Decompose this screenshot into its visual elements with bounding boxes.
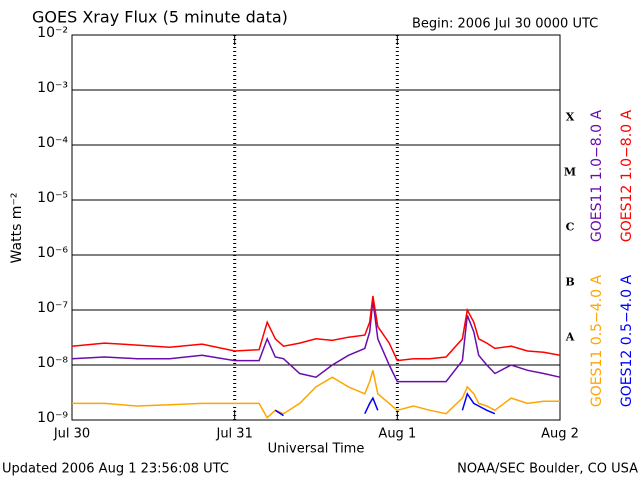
y-tick-label: 10⁻⁴ <box>37 135 68 151</box>
x-axis-label: Universal Time <box>268 442 365 457</box>
chart-title: GOES Xray Flux (5 minute data) <box>32 8 288 27</box>
x-tick-label: Jul 30 <box>53 427 90 442</box>
series-line <box>72 370 560 419</box>
y-tick-label: 10⁻³ <box>37 80 68 96</box>
series-line <box>274 392 496 417</box>
x-tick-label: Aug 2 <box>541 427 579 442</box>
y-tick-label: 10⁻⁶ <box>37 245 68 261</box>
legend-entry: GOES12 1.0−8.0 A <box>619 110 635 243</box>
legend-entry: GOES11 0.5−4.0 A <box>589 275 605 408</box>
y-tick-label: 10⁻⁸ <box>37 355 68 371</box>
flare-class-label: A <box>565 331 575 344</box>
flare-class-label: M <box>564 166 576 179</box>
chart-subtitle: Begin: 2006 Jul 30 0000 UTC <box>412 17 598 32</box>
x-tick-label: Aug 1 <box>378 427 416 442</box>
legend-entry: GOES12 0.5−4.0 A <box>619 275 635 408</box>
y-tick-label: 10⁻² <box>37 25 68 41</box>
y-tick-label: 10⁻⁷ <box>37 300 68 316</box>
footer-left: Updated 2006 Aug 1 23:56:08 UTC <box>2 462 229 477</box>
legend-entry: GOES11 1.0−8.0 A <box>589 110 605 243</box>
flare-class-label: X <box>566 111 575 124</box>
y-axis-label: Watts m⁻² <box>9 193 25 264</box>
flare-class-label: B <box>565 276 574 289</box>
plot-frame <box>71 34 561 421</box>
y-tick-label: 10⁻⁹ <box>37 410 68 426</box>
footer-right: NOAA/SEC Boulder, CO USA <box>457 462 638 477</box>
y-tick-label: 10⁻⁵ <box>37 190 68 206</box>
x-tick-label: Jul 31 <box>215 427 252 442</box>
flare-class-label: C <box>566 221 575 234</box>
series-line <box>71 295 561 362</box>
